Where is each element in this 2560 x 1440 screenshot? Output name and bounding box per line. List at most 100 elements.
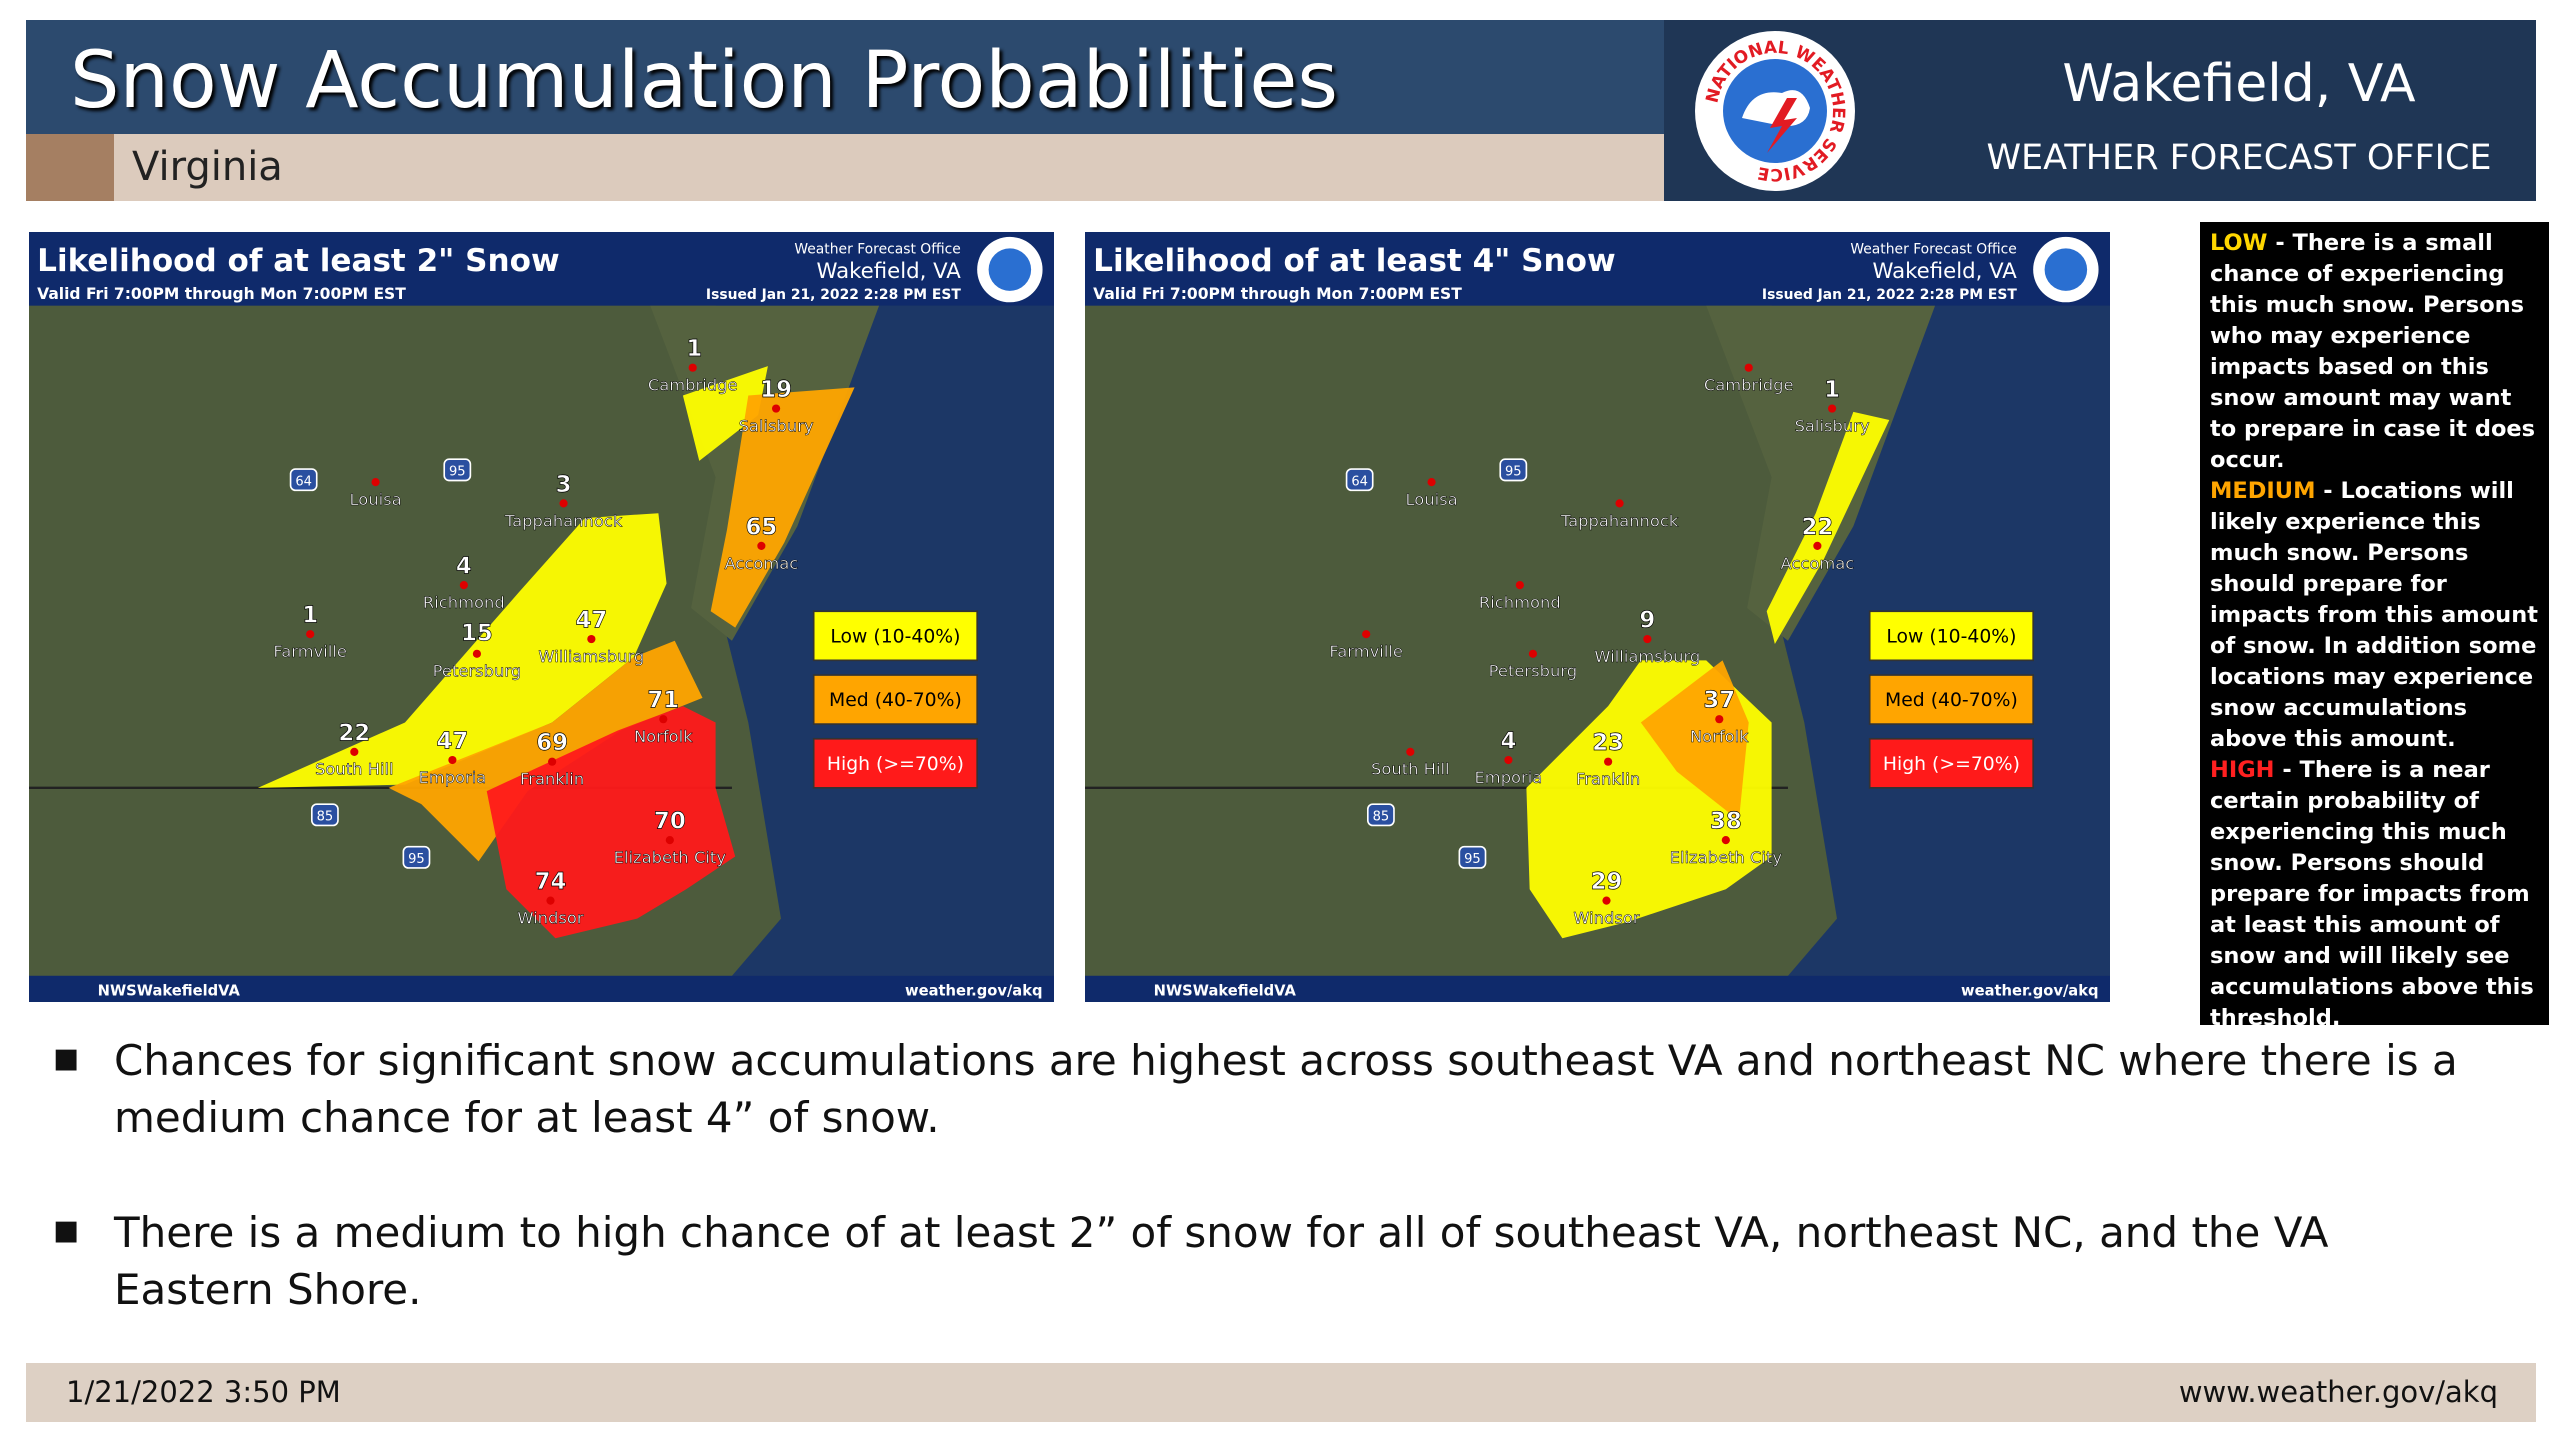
city-name: Farmville	[1329, 642, 1403, 661]
city-dot	[546, 896, 555, 905]
office-line: Weather Forecast Office	[794, 241, 960, 257]
city-name: Louisa	[1405, 490, 1457, 509]
city-name: Farmville	[273, 642, 347, 661]
city-name: Salisbury	[1795, 416, 1870, 435]
probability-value: 19	[760, 377, 792, 403]
city-name: Williamsburg	[538, 647, 644, 666]
city-name: Accomac	[725, 554, 799, 573]
city-dot	[1427, 478, 1436, 487]
city-name: South Hill	[1371, 760, 1450, 779]
city-name: Norfolk	[634, 727, 693, 746]
legend-box	[1868, 737, 2034, 789]
highway-shield	[289, 468, 318, 492]
eastern-shore	[1706, 305, 1936, 641]
office-type: WEATHER FORECAST OFFICE	[1986, 138, 2492, 178]
probability-area	[682, 366, 768, 461]
highway-shield	[1458, 845, 1487, 869]
probability-value: 1	[302, 603, 318, 629]
probability-value: 47	[436, 729, 468, 755]
highway-label: 95	[408, 852, 425, 867]
city-dot	[772, 404, 781, 413]
valid-time: Valid Fri 7:00PM through Mon 7:00PM EST	[37, 285, 406, 303]
highway-label: 85	[317, 810, 334, 825]
valid-time: Valid Fri 7:00PM through Mon 7:00PM EST	[1093, 285, 1462, 303]
highway-label: 85	[1373, 810, 1390, 825]
highway-label: 95	[1464, 852, 1481, 867]
probability-value: 37	[1703, 688, 1735, 714]
city-name: Elizabeth City	[614, 848, 727, 867]
city-dot	[1504, 755, 1513, 765]
probability-area	[1766, 411, 1890, 644]
probability-value: 15	[461, 621, 493, 647]
office-name: Wakefield, VA	[2062, 54, 2416, 114]
title-bar	[29, 232, 1054, 306]
legend-box	[1868, 674, 2034, 725]
probability-value: 3	[556, 472, 572, 498]
probability-area	[710, 387, 855, 628]
city-dot	[350, 747, 359, 756]
level-text: - There is a near certain probability of…	[2210, 757, 2534, 1031]
probability-value: 9	[1639, 608, 1655, 634]
map-url: weather.gov/akq	[1961, 982, 2099, 999]
sidebar-item: MEDIUM - Locations will likely experienc…	[2210, 478, 2538, 752]
subtitle-bar: Virginia	[26, 134, 1664, 201]
office-line: Weather Forecast Office	[1850, 241, 2016, 257]
legend-box	[1868, 610, 2034, 662]
office-banner: NATIONAL WEATHER SERVICE Wakefield, VA W…	[1664, 20, 2536, 201]
city-name: Franklin	[520, 770, 584, 789]
highway-shield	[1366, 803, 1395, 827]
highway-label: 95	[449, 465, 466, 480]
city-dot	[1515, 581, 1524, 590]
probability-value: 23	[1592, 730, 1624, 756]
mini-logo-center	[988, 248, 1032, 291]
legend-box	[812, 737, 978, 789]
city-dot	[1744, 363, 1753, 372]
city-name: Tappahannock	[504, 511, 623, 530]
city-name: Petersburg	[433, 662, 521, 681]
map-title: Likelihood of at least 4" Snow	[1093, 243, 1615, 279]
issued-time: Issued Jan 21, 2022 2:28 PM EST	[706, 287, 961, 303]
probability-value: 22	[1801, 514, 1833, 540]
level-text: - There is a small chance of experiencin…	[2210, 230, 2536, 473]
legend-label: Low (10-40%)	[1886, 626, 2016, 647]
city-dot	[1528, 649, 1538, 658]
city-name: Windsor	[517, 909, 584, 928]
city-dot	[1813, 541, 1822, 550]
city-name: Emporia	[418, 768, 486, 787]
city-dot	[1602, 896, 1611, 905]
city-dot	[306, 630, 315, 639]
level-text: - Locations will likely experience this …	[2210, 478, 2538, 752]
probability-value: 1	[686, 336, 702, 362]
city-name: South Hill	[315, 760, 394, 779]
city-dot	[448, 755, 457, 765]
bottom-bar	[1085, 975, 2110, 1002]
city-dot	[459, 581, 468, 590]
city-name: Salisbury	[739, 416, 814, 435]
legend-label: High (>=70%)	[827, 754, 964, 775]
issued-time: Issued Jan 21, 2022 2:28 PM EST	[1762, 287, 2017, 303]
city-dot	[1604, 757, 1613, 766]
city-name: Accomac	[1781, 554, 1855, 573]
level-label: HIGH	[2210, 757, 2275, 783]
city-dot	[1715, 715, 1724, 724]
social-handle: NWSWakefieldVA	[1154, 982, 1297, 999]
highway-shield	[1345, 468, 1374, 492]
city-dot	[688, 363, 697, 372]
legend-box	[812, 674, 978, 725]
sidebar-item: LOW - There is a small chance of experie…	[2210, 230, 2535, 473]
highway-label: 95	[1505, 465, 1522, 480]
city-dot	[1643, 634, 1652, 644]
slide-title: Snow Accumulation Probabilities	[70, 36, 1338, 126]
city-dot	[587, 634, 596, 644]
sidebar-item: HIGH - There is a near certain probabili…	[2210, 757, 2534, 1031]
accent-square	[26, 134, 114, 201]
subtitle: Virginia	[132, 144, 283, 190]
city-dot	[1721, 836, 1730, 845]
probability-area	[388, 640, 703, 862]
probability-value: 22	[338, 720, 370, 746]
city-dot	[1828, 404, 1837, 413]
city-dot	[472, 649, 482, 658]
city-dot	[371, 478, 380, 487]
legend-box	[812, 610, 978, 662]
